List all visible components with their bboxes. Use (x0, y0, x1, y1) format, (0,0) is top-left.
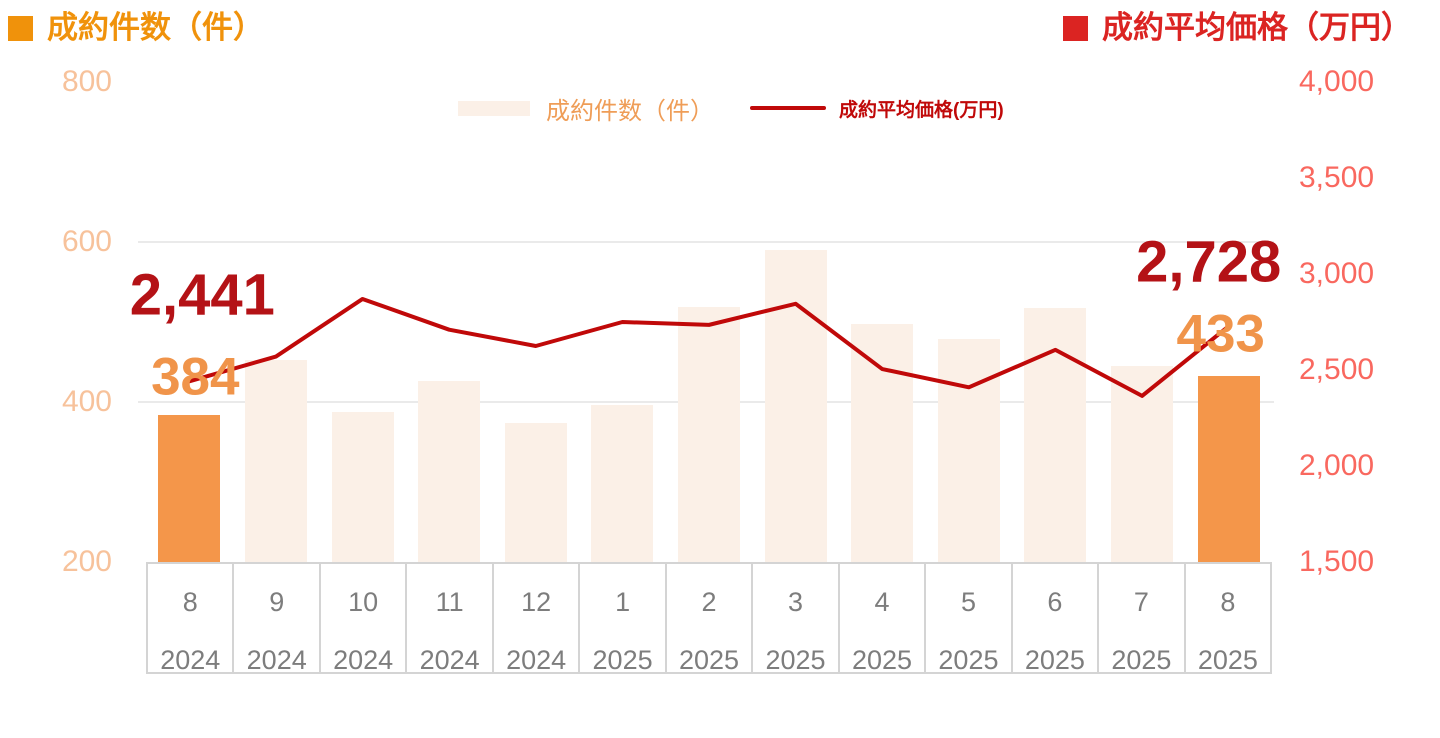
bar-5-2025 (937, 338, 1000, 563)
bar-series-swatch-icon (458, 100, 530, 116)
x-label-month: 1 (615, 587, 631, 617)
bar-3-2025 (764, 250, 827, 563)
x-label-month: 12 (521, 587, 552, 617)
line-series-swatch-icon (750, 106, 826, 110)
x-label-month: 5 (960, 587, 976, 617)
left-tick-600: 600 (61, 225, 112, 258)
x-label-year: 2025 (592, 645, 653, 675)
bar-series-legend-label: 成約件数（件） (546, 97, 714, 125)
data-label-price-last: 2,728 (1136, 229, 1282, 295)
right-tick-4000: 4,000 (1299, 65, 1375, 98)
red-square-icon (1063, 15, 1088, 41)
x-label-6-2025: 6 2025 (1010, 562, 1100, 675)
data-label-price-first: 2,441 (129, 262, 275, 328)
x-label-year: 2024 (333, 645, 394, 675)
x-label-month: 8 (1220, 587, 1236, 617)
x-label-year: 2024 (160, 645, 221, 675)
bar-4-2025 (851, 323, 914, 563)
x-label-1-2025: 1 2025 (578, 562, 667, 675)
left-tick-200: 200 (61, 545, 112, 578)
x-label-year: 2024 (246, 645, 307, 675)
right-tick-3000: 3,000 (1299, 257, 1375, 290)
legend: 成約件数（件） 成約平均価格(万円) (458, 92, 1004, 125)
x-label-5-2025: 5 2025 (924, 562, 1013, 675)
bar-7-2025 (1111, 366, 1174, 563)
right-axis-title-text: 成約平均価格（万円） (1102, 10, 1412, 45)
x-label-3-2025: 3 2025 (751, 562, 840, 675)
x-label-year: 2025 (765, 645, 826, 675)
left-tick-400: 400 (61, 385, 112, 418)
bar-6-2025 (1024, 308, 1087, 563)
bar-9-2024 (244, 359, 307, 563)
bar-8-2024 (158, 414, 221, 563)
gridline-600 (138, 241, 1274, 243)
bar-10-2024 (331, 411, 394, 563)
bar-2-2025 (678, 306, 740, 563)
x-label-10-2024: 10 2024 (318, 562, 408, 675)
x-label-month: 8 (182, 587, 198, 617)
x-label-8-2025: 8 2025 (1183, 562, 1273, 675)
data-label-count-last: 433 (1176, 304, 1265, 364)
x-label-month: 11 (435, 587, 464, 617)
x-label-11-2024: 11 2024 (405, 562, 494, 675)
x-label-month: 6 (1047, 587, 1063, 617)
x-label-month: 10 (348, 587, 379, 617)
x-label-month: 3 (788, 587, 804, 617)
bar-1-2025 (591, 405, 654, 563)
bar-8-2025 (1197, 375, 1260, 563)
x-label-year: 2025 (679, 645, 740, 675)
bar-12-2024 (504, 422, 567, 563)
x-label-year: 2025 (1111, 645, 1172, 675)
x-label-12-2024: 12 2024 (491, 562, 581, 675)
x-label-month: 7 (1133, 587, 1149, 617)
x-label-year: 2024 (419, 645, 480, 675)
x-label-month: 9 (269, 587, 285, 617)
bar-11-2024 (418, 381, 481, 563)
line-series-legend-label: 成約平均価格(万円) (839, 99, 1004, 121)
right-tick-2500: 2,500 (1299, 353, 1375, 386)
right-tick-2000: 2,000 (1299, 449, 1375, 482)
right-axis-title: 成約平均価格（万円） (1063, 8, 1412, 48)
x-label-year: 2024 (506, 645, 567, 675)
x-label-year: 2025 (938, 645, 999, 675)
x-label-9-2024: 9 2024 (232, 562, 321, 675)
x-label-2-2025: 2 2025 (664, 562, 754, 675)
x-label-month: 4 (874, 587, 890, 617)
left-axis-title-text: 成約件数（件） (47, 10, 264, 45)
x-axis: 8 2024 9 2024 10 2024 11 2024 12 2024 1 2025 2 2025 3 2… (146, 562, 1273, 675)
x-label-7-2025: 7 2025 (1097, 562, 1186, 675)
right-tick-1500: 1,500 (1299, 545, 1375, 578)
orange-square-icon (8, 15, 33, 41)
data-label-count-first: 384 (151, 347, 240, 407)
left-tick-800: 800 (61, 65, 112, 98)
x-label-8-2024: 8 2024 (146, 562, 235, 675)
x-label-4-2025: 4 2025 (837, 562, 927, 675)
x-label-year: 2025 (1024, 645, 1085, 675)
x-label-year: 2025 (1197, 645, 1258, 675)
x-label-month: 2 (701, 587, 717, 617)
x-label-year: 2025 (851, 645, 913, 675)
left-axis-title: 成約件数（件） (8, 8, 264, 48)
right-tick-3500: 3,500 (1299, 161, 1375, 194)
